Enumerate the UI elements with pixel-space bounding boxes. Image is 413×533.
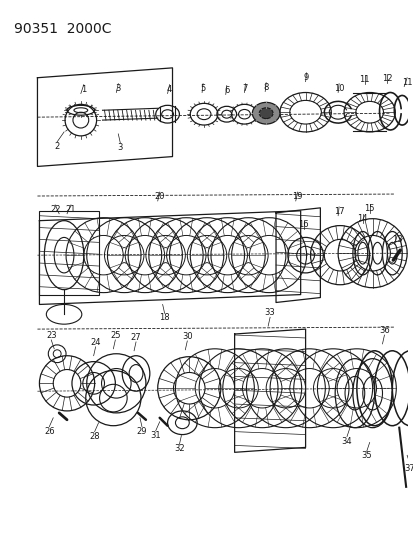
Text: 35: 35 — [361, 451, 371, 461]
Text: 3: 3 — [117, 143, 123, 152]
Text: 11: 11 — [401, 78, 411, 87]
Text: 4: 4 — [166, 85, 172, 94]
Text: 2: 2 — [55, 142, 59, 151]
Text: 32: 32 — [174, 445, 184, 454]
Text: 23: 23 — [46, 331, 57, 340]
Text: 12: 12 — [381, 74, 392, 83]
Text: 19: 19 — [292, 192, 302, 201]
Text: 14: 14 — [357, 214, 367, 223]
Text: 7: 7 — [242, 84, 247, 93]
Text: 9: 9 — [303, 73, 309, 82]
Text: 28: 28 — [89, 432, 100, 441]
Text: 29: 29 — [136, 427, 147, 435]
Text: 26: 26 — [44, 427, 55, 435]
Text: 24: 24 — [90, 338, 101, 347]
Text: 15: 15 — [363, 204, 374, 213]
Text: 34: 34 — [341, 437, 351, 446]
Text: 25: 25 — [110, 331, 120, 340]
Text: 18: 18 — [159, 313, 169, 322]
Text: 10: 10 — [333, 84, 344, 93]
Text: 11: 11 — [358, 75, 369, 84]
Text: 3: 3 — [115, 84, 121, 93]
Text: 36: 36 — [378, 326, 389, 335]
Ellipse shape — [252, 102, 279, 124]
Text: 31: 31 — [150, 431, 161, 440]
Text: 8: 8 — [263, 83, 268, 92]
FancyBboxPatch shape — [39, 211, 98, 295]
Text: 21: 21 — [66, 205, 76, 214]
Ellipse shape — [259, 108, 273, 119]
Text: 90351  2000C: 90351 2000C — [14, 21, 111, 36]
Text: 6: 6 — [223, 86, 229, 94]
Text: 17: 17 — [333, 207, 344, 216]
Text: 27: 27 — [131, 333, 141, 342]
Text: 1: 1 — [81, 85, 86, 94]
Text: 13: 13 — [391, 236, 401, 245]
Text: 20: 20 — [154, 192, 164, 201]
Text: 30: 30 — [182, 332, 192, 341]
Text: 5: 5 — [200, 84, 205, 93]
Text: 33: 33 — [264, 308, 275, 317]
Text: 16: 16 — [298, 220, 308, 229]
Text: 37: 37 — [404, 464, 413, 473]
Text: 22: 22 — [50, 205, 60, 214]
